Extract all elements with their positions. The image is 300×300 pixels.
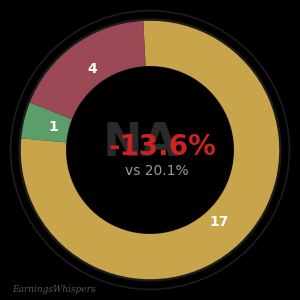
Circle shape	[62, 62, 238, 238]
Circle shape	[67, 67, 233, 233]
Wedge shape	[21, 103, 72, 142]
Circle shape	[11, 11, 290, 290]
Text: vs 20.1%: vs 20.1%	[124, 164, 188, 178]
Text: 17: 17	[209, 215, 229, 229]
Wedge shape	[21, 21, 279, 279]
Wedge shape	[30, 21, 146, 119]
Text: 1: 1	[48, 120, 58, 134]
Text: -13.6%: -13.6%	[109, 134, 217, 161]
Text: 4: 4	[87, 62, 97, 76]
Text: EarningsWhispers: EarningsWhispers	[12, 285, 95, 294]
Text: NA: NA	[103, 121, 179, 166]
